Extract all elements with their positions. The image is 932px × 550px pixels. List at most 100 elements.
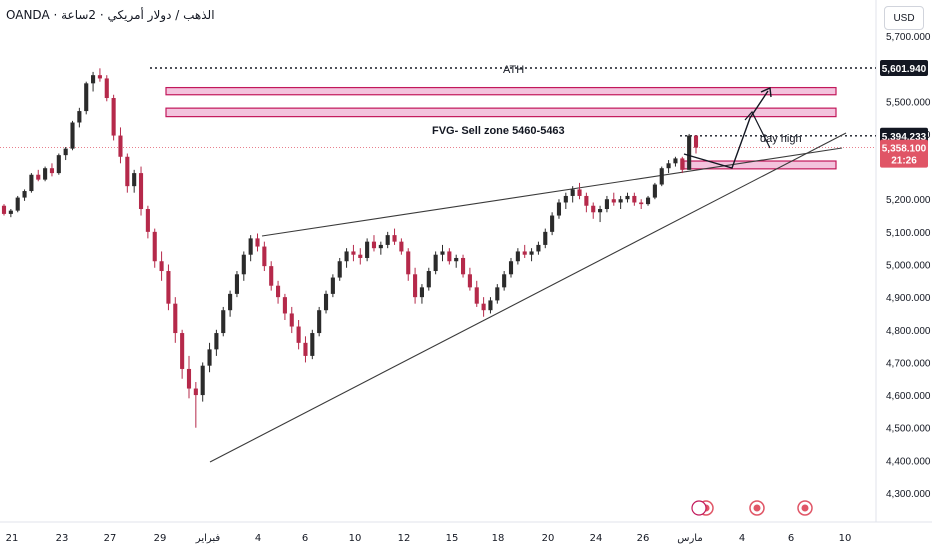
price-tick-label: 5,200.000 bbox=[886, 195, 931, 206]
candle-body bbox=[474, 287, 479, 304]
candle-body bbox=[49, 168, 55, 174]
candle-body bbox=[91, 75, 96, 84]
candle-body bbox=[330, 277, 335, 294]
candle-body bbox=[269, 266, 274, 286]
day-high-label: day high bbox=[760, 133, 802, 145]
candle-body bbox=[543, 231, 548, 245]
candle-body bbox=[563, 195, 568, 203]
candle-body bbox=[337, 261, 342, 278]
projection-path bbox=[683, 90, 769, 169]
candle-body bbox=[536, 244, 541, 252]
candle-body bbox=[399, 241, 404, 252]
candle-body bbox=[522, 251, 527, 255]
candle-body bbox=[502, 274, 507, 288]
date-tick-label: 6 bbox=[302, 533, 308, 544]
candle-body bbox=[234, 274, 240, 294]
dividend-icon bbox=[691, 500, 707, 516]
candle-body bbox=[659, 168, 664, 185]
day-high-pointer bbox=[744, 110, 771, 149]
day-high-price-badge-text: 5,394.233 bbox=[882, 132, 927, 143]
candle-body bbox=[296, 326, 301, 343]
candle-body bbox=[529, 251, 534, 255]
date-tick-label: 23 bbox=[56, 533, 69, 544]
candle-body bbox=[180, 333, 185, 369]
candle-body bbox=[454, 257, 459, 262]
candle-body bbox=[598, 209, 603, 213]
candle-body bbox=[371, 241, 377, 249]
levels bbox=[0, 67, 876, 463]
price-tick-label: 5,500.000 bbox=[886, 97, 931, 108]
price-tick-label: 4,900.000 bbox=[886, 293, 931, 304]
candle-body bbox=[152, 231, 157, 262]
candle-body bbox=[577, 189, 582, 196]
candle-body bbox=[351, 251, 356, 255]
candle-body bbox=[378, 244, 383, 249]
candle-body bbox=[673, 158, 678, 164]
candle-body bbox=[63, 148, 68, 156]
candle-body bbox=[193, 388, 198, 396]
candle-body bbox=[8, 210, 13, 214]
candle-body bbox=[625, 195, 630, 200]
candle-body bbox=[159, 261, 164, 272]
candle-body bbox=[22, 191, 27, 198]
annotations: ATH FVG- Sell zone 5460-5463 day high bbox=[432, 64, 813, 516]
candle-body bbox=[413, 274, 418, 298]
date-tick-label: 4 bbox=[255, 533, 261, 544]
projection-arrowhead bbox=[760, 86, 772, 98]
candle-body bbox=[556, 202, 562, 216]
candle-body bbox=[481, 303, 486, 311]
time-axis[interactable]: 21 23 27 29 فبراير 4 6 10 12 15 18 20 24 26 مارس 4 6 10 bbox=[6, 533, 852, 544]
candle-body bbox=[310, 333, 315, 356]
last-price-badge-bg bbox=[880, 139, 928, 168]
zones bbox=[165, 86, 837, 170]
date-tick-label: فبراير bbox=[195, 533, 221, 544]
candle-body bbox=[145, 209, 150, 232]
candle-body bbox=[228, 293, 233, 311]
candle-body bbox=[419, 287, 424, 298]
candle-body bbox=[666, 163, 671, 169]
candle-body bbox=[104, 78, 109, 99]
candle-body bbox=[693, 135, 699, 148]
candle-body bbox=[570, 189, 575, 196]
candle-body bbox=[632, 195, 637, 203]
candle-body bbox=[495, 287, 500, 301]
date-tick-label: 20 bbox=[542, 533, 555, 544]
candle-body bbox=[255, 238, 260, 247]
date-tick-label: 18 bbox=[492, 533, 505, 544]
date-tick-label: 26 bbox=[637, 533, 650, 544]
candle-body bbox=[385, 235, 390, 245]
candle-body bbox=[214, 333, 219, 350]
candle-body bbox=[323, 293, 329, 311]
candle-body bbox=[173, 303, 178, 334]
candle-body bbox=[591, 205, 596, 213]
candle-body bbox=[248, 238, 253, 255]
demand-zone bbox=[683, 160, 837, 170]
candle-body bbox=[29, 174, 34, 192]
candle-body bbox=[447, 251, 452, 262]
candle-body bbox=[221, 310, 226, 334]
upper-trendline bbox=[261, 147, 843, 237]
candle-body bbox=[276, 285, 281, 298]
candle-body bbox=[550, 215, 555, 232]
candle-body bbox=[604, 199, 609, 210]
candle-body bbox=[680, 158, 685, 170]
price-tick-label: 4,700.000 bbox=[886, 358, 931, 369]
candle-body bbox=[639, 202, 644, 205]
candle-body bbox=[488, 300, 493, 311]
candle-body bbox=[687, 135, 692, 170]
candle-body bbox=[56, 155, 61, 174]
currency-button[interactable]: USD bbox=[884, 6, 924, 30]
price-tick-label: 5,000.000 bbox=[886, 261, 931, 272]
price-axis[interactable]: 5,700.0005,500.0005,400.0005,200.0005,10… bbox=[880, 32, 931, 500]
candle-body bbox=[406, 251, 411, 275]
candle-body bbox=[138, 173, 144, 210]
candle-body bbox=[365, 241, 370, 258]
date-tick-label: 4 bbox=[739, 533, 745, 544]
price-tick-label: 4,300.000 bbox=[886, 489, 931, 500]
candle-body bbox=[166, 271, 171, 304]
candles bbox=[1, 68, 699, 428]
